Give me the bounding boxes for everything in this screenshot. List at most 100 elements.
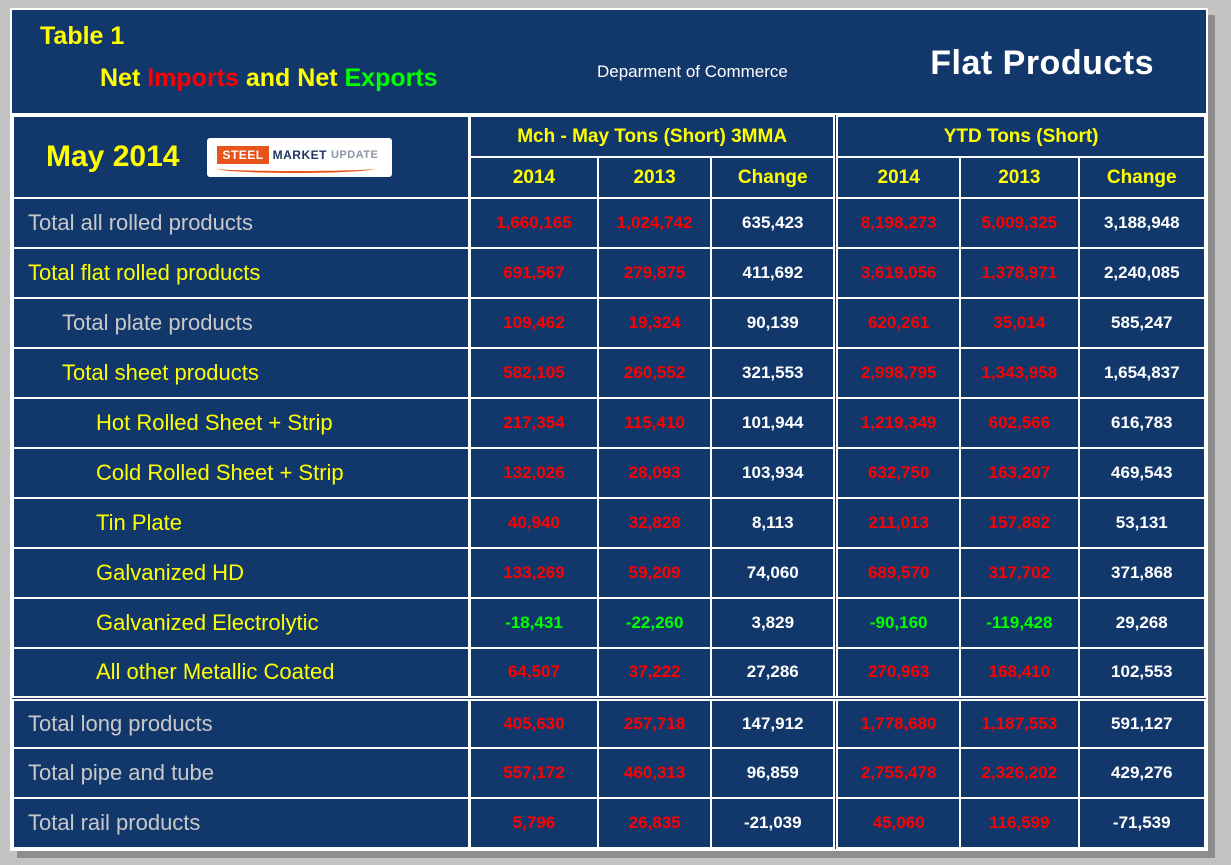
- value-cell: -22,260: [596, 597, 713, 649]
- row-label: All other Metallic Coated: [12, 647, 472, 701]
- col-header-ytd-2014: 2014: [833, 156, 962, 199]
- value-cell: 321,553: [710, 347, 837, 399]
- value-cell: 157,882: [959, 497, 1080, 549]
- table-row: Total sheet products 582,105 260,552 321,5…: [12, 347, 1207, 399]
- period-label: May 2014: [46, 140, 180, 173]
- value-cell: 620,261: [833, 297, 962, 349]
- value-cell: 109,462: [468, 297, 599, 349]
- value-cell: 3,188,948: [1077, 197, 1207, 249]
- table-row: Cold Rolled Sheet + Strip 132,026 28,093 1…: [12, 447, 1207, 499]
- value-cell: 26,835: [596, 797, 713, 849]
- title-exports: Exports: [344, 64, 438, 92]
- value-cell: 101,944: [710, 397, 837, 449]
- value-cell: 1,660,165: [468, 197, 599, 249]
- value-cell: 460,313: [596, 747, 713, 799]
- value-cell: -90,160: [833, 597, 962, 649]
- row-label: Cold Rolled Sheet + Strip: [12, 447, 472, 499]
- value-cell: 211,013: [833, 497, 962, 549]
- smu-logo-steel-text: STEEL: [217, 145, 269, 164]
- value-cell: -119,428: [959, 597, 1080, 649]
- row-label: Total flat rolled products: [12, 247, 472, 299]
- value-cell: 2,998,795: [833, 347, 962, 399]
- data-table: May 2014 STEEL MARKET UPDATE Mch - May T…: [12, 115, 1207, 849]
- value-cell: 133,269: [468, 547, 599, 599]
- value-cell: 45,060: [833, 797, 962, 849]
- value-cell: 270,963: [833, 647, 962, 701]
- row-label: Tin Plate: [12, 497, 472, 549]
- table-row: Total all rolled products 1,660,165 1,024…: [12, 197, 1207, 249]
- value-cell: 59,209: [596, 547, 713, 599]
- value-cell: 411,692: [710, 247, 837, 299]
- col-header-3mma-2014: 2014: [468, 156, 599, 199]
- title-imports: Imports: [147, 64, 239, 92]
- value-cell: 2,240,085: [1077, 247, 1207, 299]
- value-cell: 3,619,056: [833, 247, 962, 299]
- table-head: May 2014 STEEL MARKET UPDATE Mch - May T…: [12, 115, 1207, 199]
- value-cell: 28,093: [596, 447, 713, 499]
- row-label: Hot Rolled Sheet + Strip: [12, 397, 472, 449]
- value-cell: 257,718: [596, 697, 713, 749]
- table-row: Total long products 405,630 257,718 147,91…: [12, 697, 1207, 749]
- row-label: Total all rolled products: [12, 197, 472, 249]
- value-cell: 3,829: [710, 597, 837, 649]
- value-cell: -71,539: [1077, 797, 1207, 849]
- group-header-row: May 2014 STEEL MARKET UPDATE Mch - May T…: [12, 115, 1207, 199]
- value-cell: 90,139: [710, 297, 837, 349]
- period-cell: May 2014 STEEL MARKET UPDATE: [12, 115, 472, 199]
- table-row: Hot Rolled Sheet + Strip 217,354 115,410 1…: [12, 397, 1207, 449]
- table-row: Galvanized Electrolytic -18,431 -22,260 3,…: [12, 597, 1207, 649]
- value-cell: 102,553: [1077, 647, 1207, 701]
- table-row: Total plate products 109,462 19,324 90,139…: [12, 297, 1207, 349]
- value-cell: 585,247: [1077, 297, 1207, 349]
- value-cell: 371,868: [1077, 547, 1207, 599]
- row-label: Galvanized Electrolytic: [12, 597, 472, 649]
- value-cell: 591,127: [1077, 697, 1207, 749]
- department-label: Deparment of Commerce: [597, 62, 788, 81]
- table-row: Total pipe and tube 557,172 460,313 96,859…: [12, 747, 1207, 799]
- value-cell: 1,654,837: [1077, 347, 1207, 399]
- value-cell: 1,343,958: [959, 347, 1080, 399]
- value-cell: 1,778,680: [833, 697, 962, 749]
- col-header-3mma-change: Change: [710, 156, 837, 199]
- value-cell: 635,423: [710, 197, 837, 249]
- value-cell: 691,567: [468, 247, 599, 299]
- value-cell: 32,828: [596, 497, 713, 549]
- value-cell: 8,113: [710, 497, 837, 549]
- table-row: Total flat rolled products 691,567 279,87…: [12, 247, 1207, 299]
- value-cell: 8,198,273: [833, 197, 962, 249]
- value-cell: 5,009,325: [959, 197, 1080, 249]
- title-and-net: and Net: [238, 64, 345, 92]
- report-title: Net Imports and Net Exports: [100, 64, 438, 93]
- value-cell: 35,014: [959, 297, 1080, 349]
- value-cell: 217,354: [468, 397, 599, 449]
- group-header-ytd: YTD Tons (Short): [833, 115, 1207, 158]
- table-row: Galvanized HD 133,269 59,209 74,060 689,570…: [12, 547, 1207, 599]
- value-cell: 116,599: [959, 797, 1080, 849]
- value-cell: 1,378,971: [959, 247, 1080, 299]
- value-cell: 40,940: [468, 497, 599, 549]
- column-header-row: 2014 2013 Change 2014 2013 Change: [13, 156, 1207, 199]
- smu-logo-swoosh-icon: [217, 164, 375, 173]
- value-cell: 115,410: [596, 397, 713, 449]
- value-cell: 602,566: [959, 397, 1080, 449]
- value-cell: 1,024,742: [596, 197, 713, 249]
- row-label: Total rail products: [12, 797, 472, 849]
- table-number: Table 1: [40, 22, 125, 50]
- value-cell: 582,105: [468, 347, 599, 399]
- value-cell: 37,222: [596, 647, 713, 701]
- value-cell: -21,039: [710, 797, 837, 849]
- value-cell: 557,172: [468, 747, 599, 799]
- value-cell: 64,507: [468, 647, 599, 701]
- value-cell: 2,755,478: [833, 747, 962, 799]
- table-row: Total rail products 5,796 26,835 -21,039 45…: [12, 797, 1207, 849]
- value-cell: 2,326,202: [959, 747, 1080, 799]
- table-row: All other Metallic Coated 64,507 37,222 27…: [12, 647, 1207, 701]
- value-cell: 19,324: [596, 297, 713, 349]
- row-label: Total sheet products: [12, 347, 472, 399]
- value-cell: 469,543: [1077, 447, 1207, 499]
- value-cell: 168,410: [959, 647, 1080, 701]
- product-title: Flat Products: [930, 44, 1154, 82]
- smu-logo-market-text: MARKET: [272, 147, 327, 162]
- smu-logo-update-text: UPDATE: [330, 148, 379, 161]
